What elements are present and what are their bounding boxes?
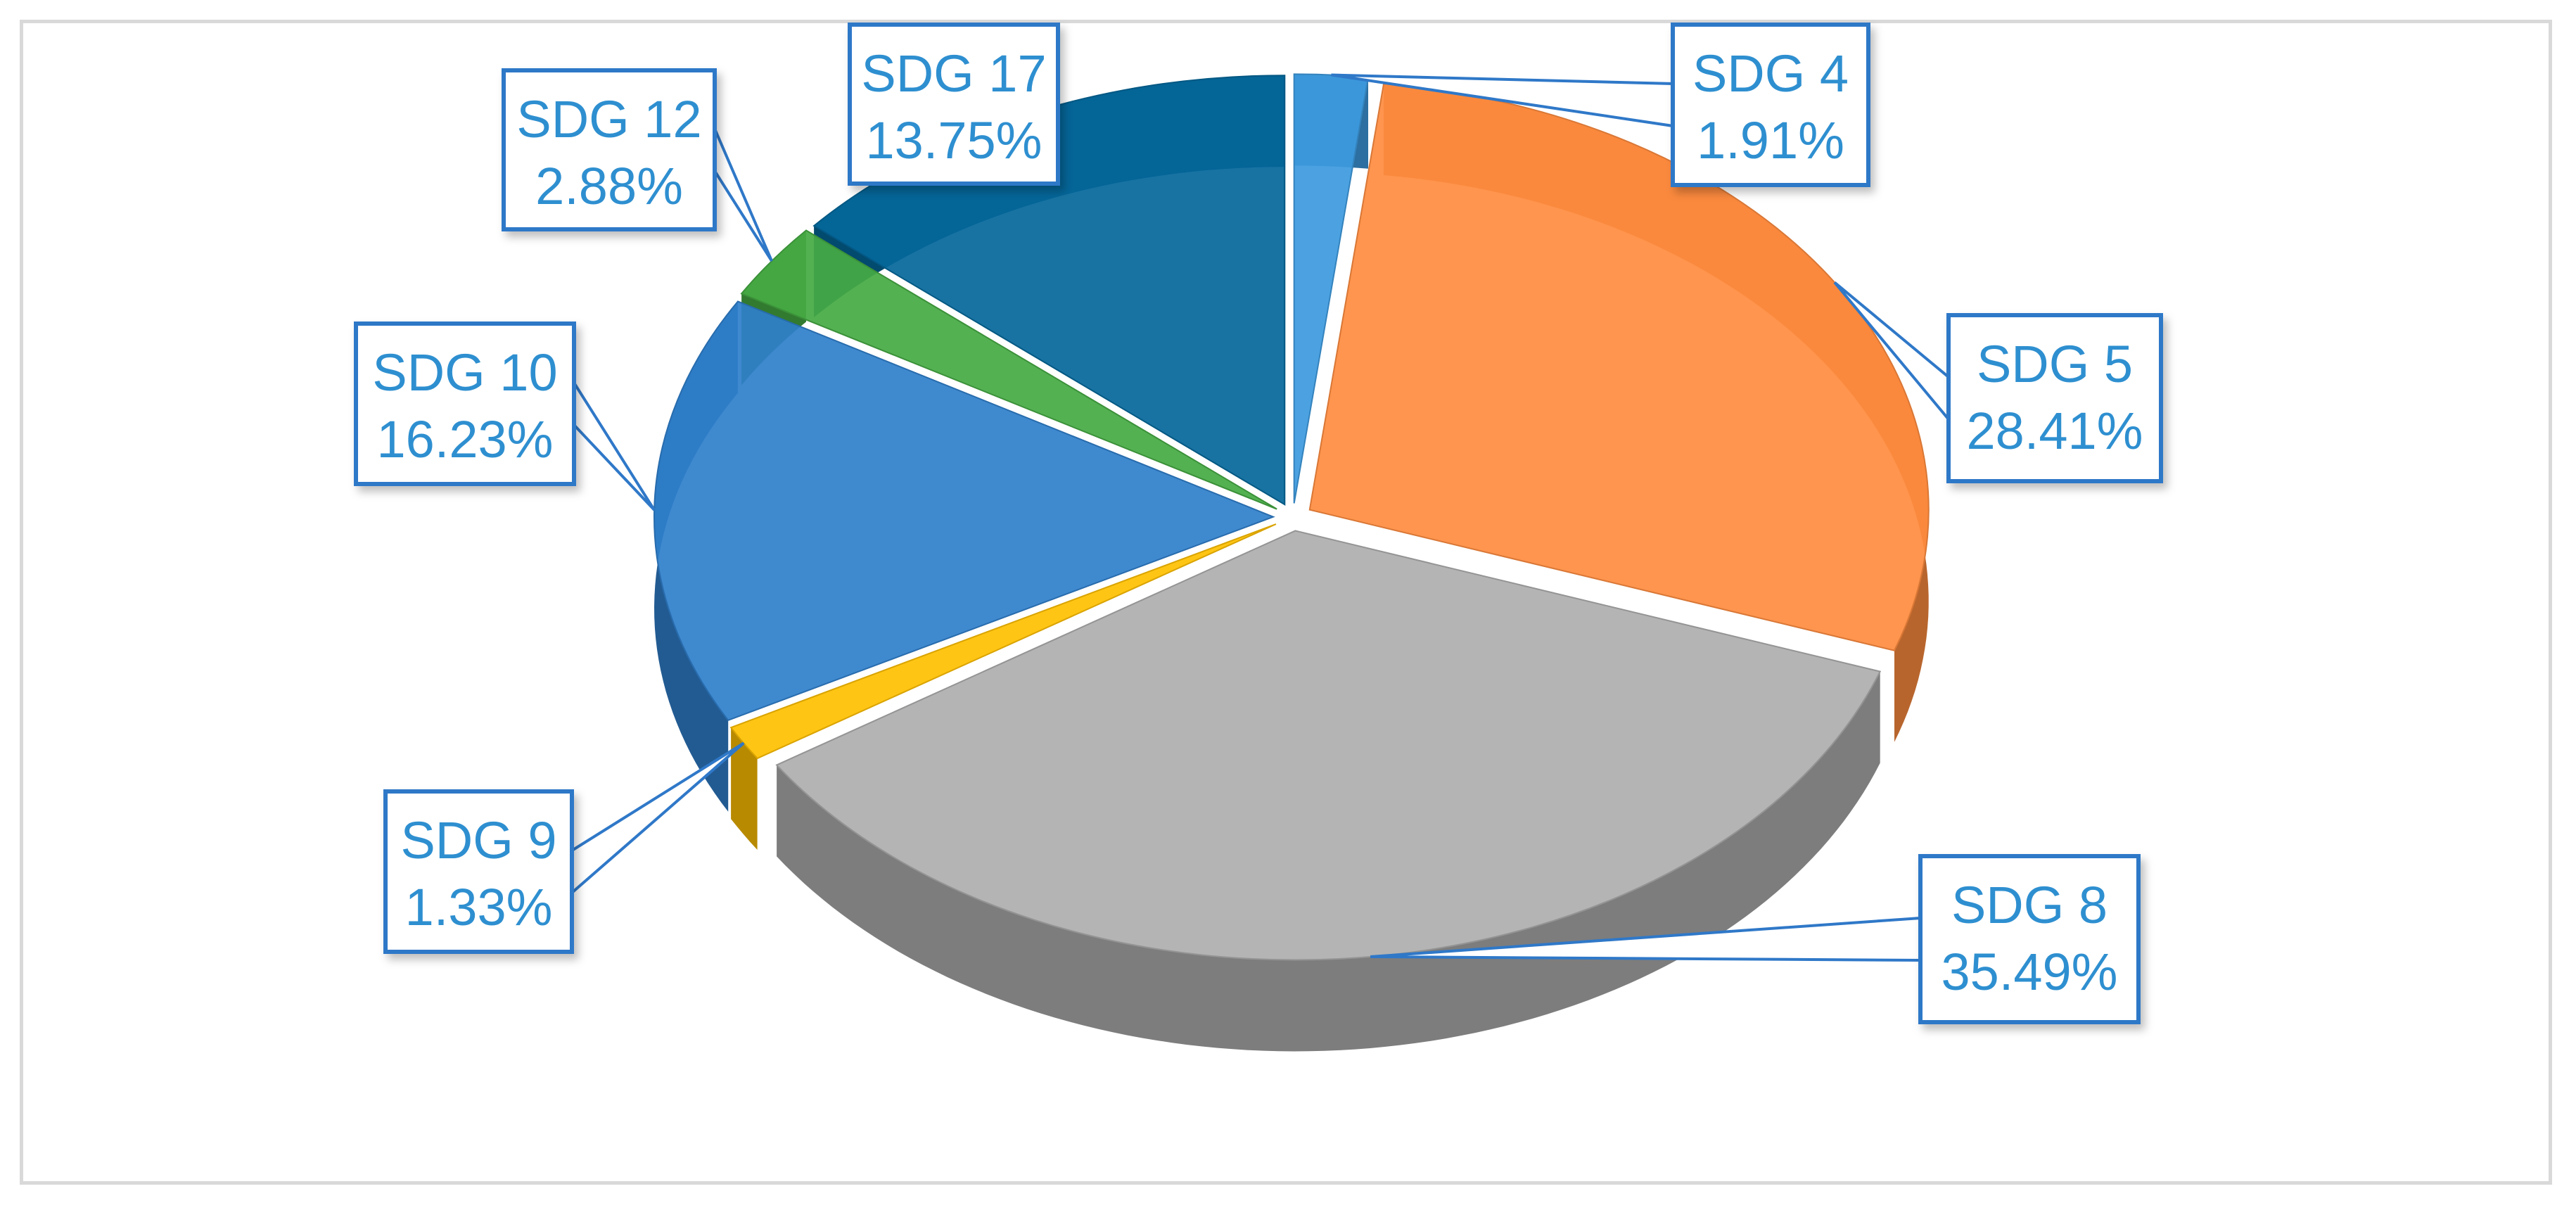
leader-line-sdg-9	[570, 741, 745, 896]
slice-value-label: 1.91%	[1697, 111, 1844, 170]
callout-box	[1918, 854, 2141, 1024]
callout-sdg-5: SDG 5 28.41%	[1946, 313, 2163, 483]
slice-label: SDG 5	[1977, 335, 2133, 393]
callout-sdg-8: SDG 8 35.49%	[1918, 854, 2141, 1024]
slice-value-label: 35.49%	[1941, 943, 2118, 1001]
callout-box	[1946, 313, 2163, 483]
slice-value-label: 13.75%	[866, 111, 1042, 170]
callout-sdg-9: SDG 9 1.33%	[383, 789, 574, 954]
callout-box	[1671, 23, 1870, 187]
callout-box	[502, 68, 717, 231]
slice-value-label: 16.23%	[377, 410, 554, 469]
slice-value-label: 1.33%	[405, 878, 553, 936]
slice-value-label: 28.41%	[1967, 402, 2143, 460]
callout-sdg-17: SDG 17 13.75%	[848, 23, 1060, 186]
slice-label: SDG 12	[516, 90, 701, 148]
callout-box	[848, 23, 1060, 186]
callout-sdg-12: SDG 12 2.88%	[502, 68, 717, 231]
leader-line-sdg-10	[573, 378, 656, 511]
slice-label: SDG 9	[400, 811, 556, 870]
slice-label: SDG 17	[861, 44, 1046, 103]
callout-sdg-4: SDG 4 1.91%	[1671, 23, 1870, 187]
slice-value-label: 2.88%	[535, 157, 683, 215]
callout-box	[354, 321, 576, 486]
callout-sdg-10: SDG 10 16.23%	[354, 321, 576, 486]
slice-label: SDG 4	[1692, 44, 1849, 103]
pie-slice-side-sdg-9	[731, 727, 758, 850]
slice-label: SDG 8	[1951, 876, 2108, 934]
leader-line-sdg-12	[713, 128, 773, 262]
callout-box	[383, 789, 574, 954]
slice-label: SDG 10	[372, 343, 557, 402]
callouts: SDG 4 1.91% SDG 5 28.41% SDG 8 35.49% SDG 9 1.3…	[354, 23, 2163, 1024]
